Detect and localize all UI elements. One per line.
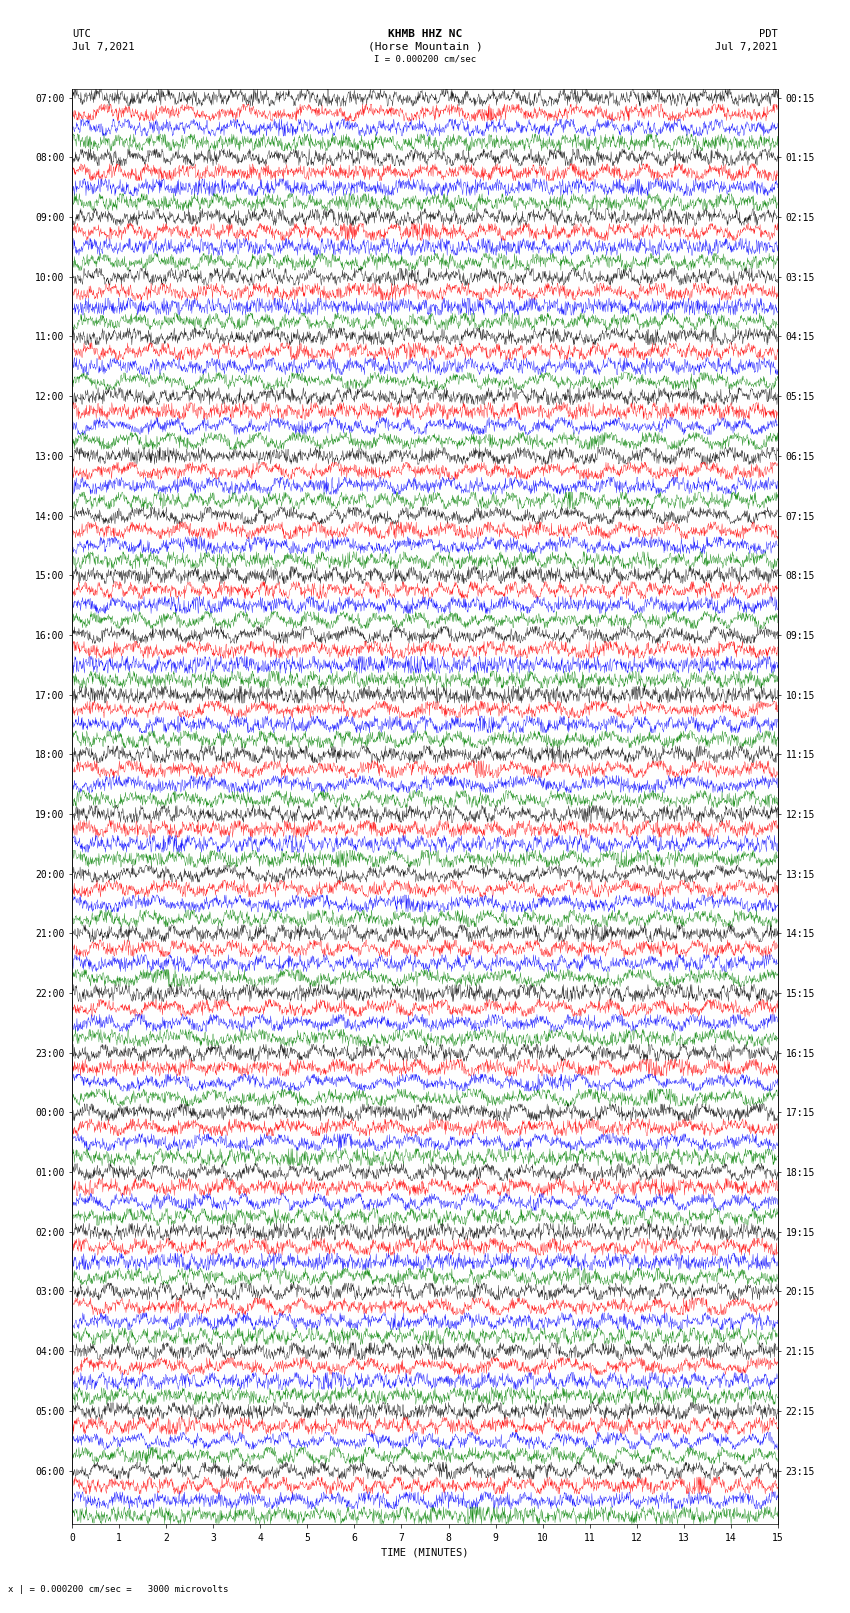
- Text: (Horse Mountain ): (Horse Mountain ): [367, 42, 483, 52]
- Text: x | = 0.000200 cm/sec =   3000 microvolts: x | = 0.000200 cm/sec = 3000 microvolts: [8, 1584, 229, 1594]
- Text: PDT: PDT: [759, 29, 778, 39]
- Text: Jul 7,2021: Jul 7,2021: [715, 42, 778, 52]
- Text: UTC: UTC: [72, 29, 91, 39]
- X-axis label: TIME (MINUTES): TIME (MINUTES): [382, 1547, 468, 1558]
- Text: KHMB HHZ NC: KHMB HHZ NC: [388, 29, 462, 39]
- Text: I = 0.000200 cm/sec: I = 0.000200 cm/sec: [374, 55, 476, 65]
- Text: Jul 7,2021: Jul 7,2021: [72, 42, 135, 52]
